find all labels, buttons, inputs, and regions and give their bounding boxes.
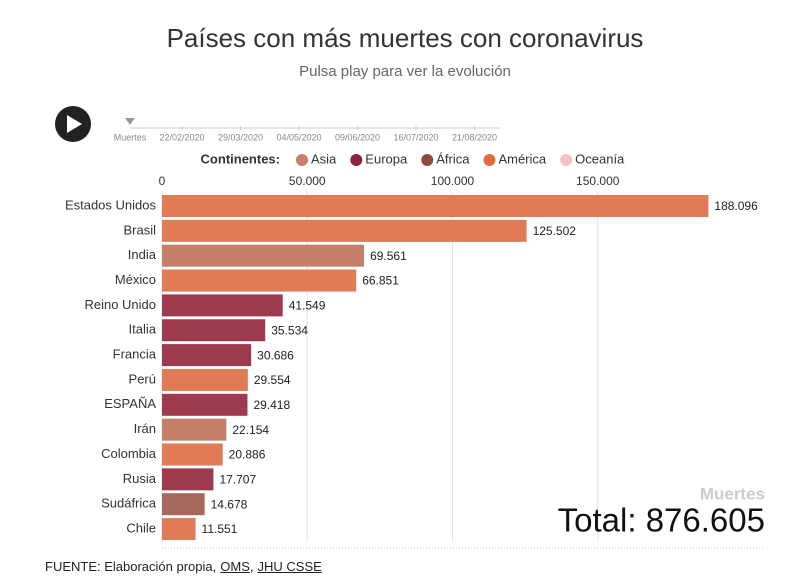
y-tick-label: Rusia xyxy=(123,471,157,486)
timeline-date: 09/06/2020 xyxy=(335,132,380,142)
value-label: 125.502 xyxy=(533,224,577,238)
legend-title: Continentes: xyxy=(201,151,280,166)
bar xyxy=(162,219,527,242)
legend-label: Asia xyxy=(311,151,337,166)
y-tick-label: Colombia xyxy=(101,446,157,461)
y-tick-label: ESPAÑA xyxy=(104,396,156,411)
legend-swatch xyxy=(350,154,363,166)
x-tick-label: 50.000 xyxy=(289,174,326,188)
y-tick-label: Estados Unidos xyxy=(65,197,157,212)
y-tick-label: Chile xyxy=(126,520,156,535)
timeline-date: 22/02/2020 xyxy=(159,132,204,142)
chart-title: Países con más muertes con coronavirus xyxy=(167,23,644,53)
source: FUENTE: Elaboración propia, OMS, JHU CSSE xyxy=(45,559,322,574)
legend-swatch xyxy=(560,154,573,166)
y-tick-label: Brasil xyxy=(123,222,156,237)
legend-label: Europa xyxy=(365,151,408,166)
y-tick-label: Italia xyxy=(129,322,157,337)
timeline-date: 21/08/2020 xyxy=(452,132,497,142)
legend-swatch xyxy=(296,154,308,166)
bar xyxy=(162,518,196,541)
value-label: 41.549 xyxy=(289,299,326,313)
timeline-label: Muertes xyxy=(114,132,147,142)
value-label: 22.154 xyxy=(232,423,269,437)
value-label: 30.686 xyxy=(257,348,294,362)
legend-label: África xyxy=(436,151,470,166)
timeline-date: 29/03/2020 xyxy=(218,132,263,142)
x-tick-label: 150.000 xyxy=(576,174,620,188)
value-label: 17.707 xyxy=(219,473,256,487)
x-tick-label: 100.000 xyxy=(431,174,475,188)
bar xyxy=(162,294,283,317)
source-link[interactable]: OMS xyxy=(220,559,250,574)
x-tick-label: 0 xyxy=(159,174,166,188)
bar xyxy=(162,269,357,292)
bar xyxy=(162,368,248,391)
bar xyxy=(162,244,365,267)
timeline-handle[interactable] xyxy=(125,118,135,125)
value-label: 188.096 xyxy=(714,199,758,213)
legend-label: América xyxy=(498,151,546,166)
bar xyxy=(162,344,252,367)
y-tick-label: Irán xyxy=(134,421,156,436)
y-tick-label: Sudáfrica xyxy=(101,496,157,511)
y-tick-label: Perú xyxy=(129,371,156,386)
source-text: FUENTE: Elaboración propia, xyxy=(45,559,217,574)
bar xyxy=(162,493,205,516)
legend-swatch xyxy=(421,154,434,166)
value-label: 14.678 xyxy=(211,497,248,511)
value-label: 20.886 xyxy=(229,448,266,462)
value-label: 69.561 xyxy=(370,249,407,263)
bar xyxy=(162,443,223,466)
value-label: 35.534 xyxy=(271,323,308,337)
bar xyxy=(162,195,709,217)
y-tick-label: Reino Unido xyxy=(84,297,156,312)
value-label: 29.418 xyxy=(253,398,290,412)
bar xyxy=(162,393,248,416)
timeline-date: 16/07/2020 xyxy=(393,132,438,142)
play-button[interactable] xyxy=(55,106,91,142)
legend-label: Oceanía xyxy=(575,151,625,166)
y-tick-label: México xyxy=(115,272,156,287)
bar xyxy=(162,319,266,342)
chart-subtitle: Pulsa play para ver la evolución xyxy=(299,63,511,80)
source-link[interactable]: JHU CSSE xyxy=(257,559,322,574)
value-label: 66.851 xyxy=(362,274,399,288)
value-label: 11.551 xyxy=(202,522,238,536)
source-text: , xyxy=(249,559,254,574)
value-label: 29.554 xyxy=(254,373,291,387)
y-tick-label: India xyxy=(128,247,157,262)
total-value: Total: 876.605 xyxy=(558,502,765,539)
bar xyxy=(162,468,214,491)
legend-swatch xyxy=(483,154,496,166)
y-tick-label: Francia xyxy=(113,347,157,362)
bar xyxy=(162,418,227,441)
total-label: Muertes xyxy=(700,484,765,503)
timeline-date: 04/05/2020 xyxy=(276,132,321,142)
